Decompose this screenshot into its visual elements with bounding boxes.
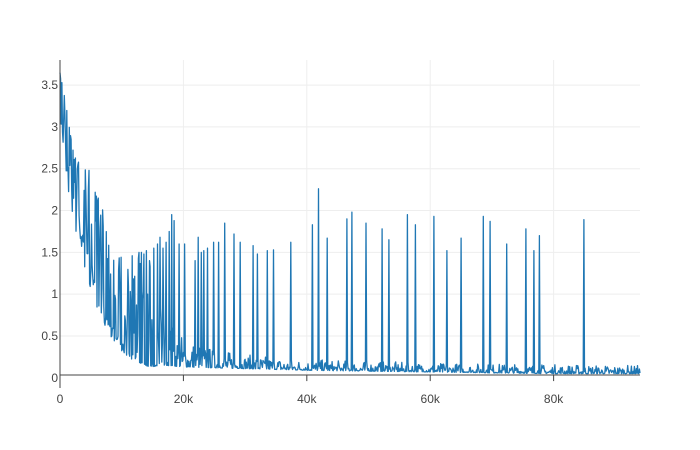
x-tick-label: 40k <box>297 392 317 406</box>
axis-layer <box>59 60 640 388</box>
x-tick-label: 20k <box>174 392 194 406</box>
y-tick-label: 3 <box>51 120 58 134</box>
y-tick-label: 2.5 <box>41 162 58 176</box>
x-tick-label: 0 <box>57 392 64 406</box>
loss-series-line <box>59 72 641 375</box>
x-tick-label: 80k <box>544 392 564 406</box>
series-layer <box>59 72 641 375</box>
y-tick-label: 3.5 <box>41 78 58 92</box>
y-tick-label: 1 <box>51 287 58 301</box>
y-tick-label: 0.5 <box>41 329 58 343</box>
y-tick-label: 0 <box>51 371 58 385</box>
y-tick-label: 1.5 <box>41 245 58 259</box>
x-tick-label: 60k <box>421 392 441 406</box>
tick-layer: 0 20k 40k 60k 80k 0 0.5 1 1.5 2 2.5 3 3.5 <box>41 78 564 406</box>
y-tick-label: 2 <box>51 204 58 218</box>
